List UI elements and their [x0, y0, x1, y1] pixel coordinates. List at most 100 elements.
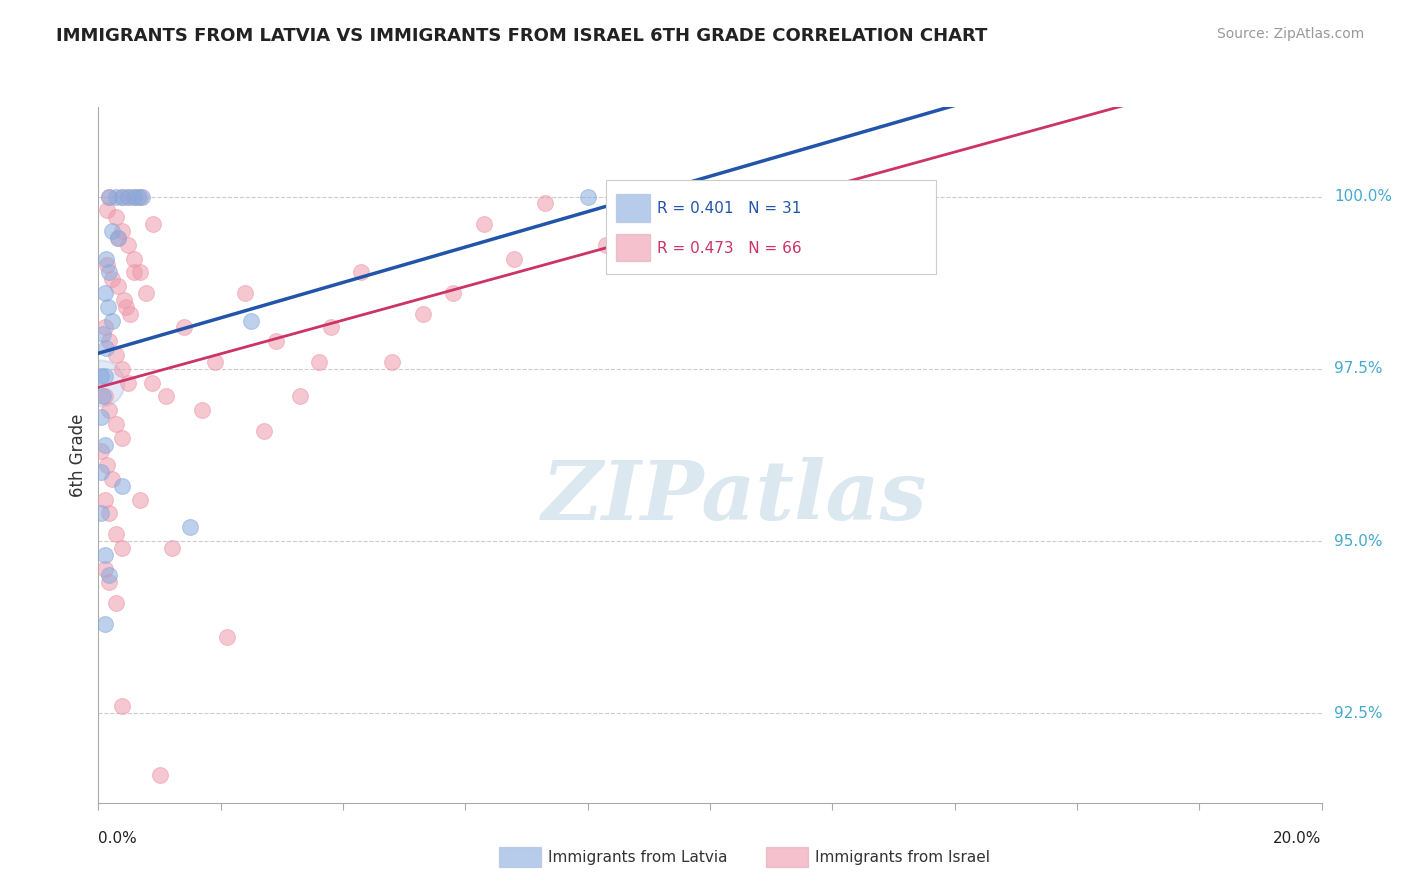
Point [93, 561, 115, 575]
Point [117, 376, 139, 390]
Point [96, 203, 118, 218]
Point [98, 507, 121, 521]
Point [93, 368, 115, 383]
Point [98, 568, 121, 582]
Point [107, 231, 129, 245]
Point [111, 361, 134, 376]
Text: Source: ZipAtlas.com: Source: ZipAtlas.com [1216, 27, 1364, 41]
Text: 95.0%: 95.0% [1334, 533, 1382, 549]
Point [104, 417, 127, 431]
Text: 100.0%: 100.0% [1334, 189, 1392, 204]
Text: 20.0%: 20.0% [1274, 830, 1322, 846]
Text: IMMIGRANTS FROM LATVIA VS IMMIGRANTS FROM ISRAEL 6TH GRADE CORRELATION CHART: IMMIGRANTS FROM LATVIA VS IMMIGRANTS FRO… [56, 27, 987, 45]
Point [308, 355, 330, 369]
Point [233, 286, 256, 301]
Y-axis label: 6th Grade: 6th Grade [69, 413, 87, 497]
FancyBboxPatch shape [606, 180, 936, 274]
Text: Immigrants from Latvia: Immigrants from Latvia [548, 850, 728, 864]
Point [93, 437, 115, 451]
Point [96, 458, 118, 473]
Point [94, 252, 117, 266]
Point [173, 320, 195, 334]
Point [149, 768, 172, 782]
Point [93, 548, 115, 562]
Point [129, 492, 152, 507]
Point [155, 389, 177, 403]
Point [98, 189, 121, 203]
FancyBboxPatch shape [616, 234, 650, 261]
Point [101, 224, 124, 238]
Point [101, 472, 124, 486]
Point [111, 479, 134, 493]
Point [117, 237, 139, 252]
Point [179, 520, 201, 534]
Point [534, 196, 557, 211]
Point [90, 368, 112, 383]
Point [472, 217, 495, 231]
Point [350, 265, 373, 279]
Point [98, 575, 121, 590]
Point [90, 376, 112, 390]
Point [131, 189, 153, 203]
Point [122, 265, 145, 279]
Point [91, 327, 114, 342]
Point [142, 217, 165, 231]
Text: Immigrants from Israel: Immigrants from Israel [815, 850, 990, 864]
Point [111, 224, 134, 238]
Point [107, 279, 129, 293]
Point [204, 355, 226, 369]
Point [98, 334, 121, 349]
Point [135, 286, 157, 301]
Point [699, 189, 721, 203]
Point [626, 217, 648, 231]
Point [319, 320, 342, 334]
Point [115, 300, 138, 314]
Point [90, 465, 112, 479]
Point [107, 231, 129, 245]
Point [117, 189, 139, 203]
Point [90, 410, 112, 425]
Point [215, 631, 238, 645]
Point [111, 189, 134, 203]
Point [252, 424, 274, 438]
Point [112, 293, 135, 307]
Point [264, 334, 287, 349]
Point [576, 189, 599, 203]
Point [98, 265, 121, 279]
Point [191, 403, 214, 417]
Point [129, 189, 152, 203]
Point [127, 189, 149, 203]
Point [141, 376, 163, 390]
Text: 0.0%: 0.0% [98, 830, 138, 846]
Point [503, 252, 526, 266]
Point [90, 507, 112, 521]
Point [111, 431, 134, 445]
Point [412, 307, 434, 321]
Point [381, 355, 404, 369]
Point [93, 616, 115, 631]
Point [97, 300, 120, 314]
Point [111, 699, 134, 714]
Text: 97.5%: 97.5% [1334, 361, 1382, 376]
Point [98, 403, 121, 417]
Point [104, 211, 127, 225]
Text: ZIPatlas: ZIPatlas [541, 457, 927, 537]
Point [595, 237, 617, 252]
Text: R = 0.401   N = 31: R = 0.401 N = 31 [658, 201, 801, 216]
Point [160, 541, 183, 555]
Point [98, 189, 121, 203]
Point [101, 272, 124, 286]
Point [104, 348, 127, 362]
Point [120, 307, 142, 321]
FancyBboxPatch shape [616, 194, 650, 222]
Point [104, 189, 127, 203]
Point [94, 341, 117, 355]
Point [101, 313, 124, 327]
Point [122, 189, 145, 203]
Point [290, 389, 312, 403]
Point [91, 389, 114, 403]
Point [96, 259, 118, 273]
Point [93, 389, 115, 403]
Point [104, 527, 127, 541]
Point [441, 286, 464, 301]
